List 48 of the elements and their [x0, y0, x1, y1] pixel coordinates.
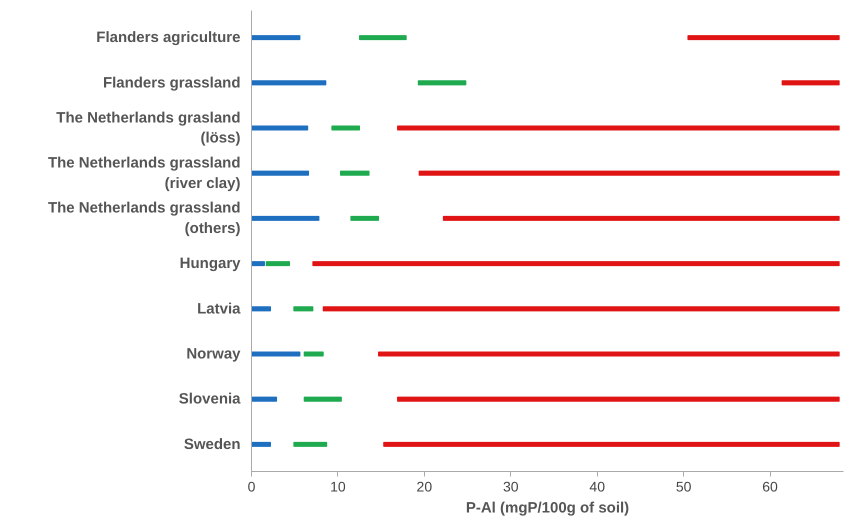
bar — [418, 80, 466, 86]
bar — [687, 35, 840, 40]
y-tick-label: Latvia — [197, 300, 242, 318]
x-tick-label: 10 — [330, 478, 346, 494]
bar — [418, 170, 840, 176]
x-tick-label: 0 — [248, 478, 256, 494]
bar — [383, 442, 840, 447]
y-tick-label: Norway — [186, 345, 242, 362]
y-tick-label: Flanders grassland — [102, 74, 241, 92]
bar — [378, 351, 840, 357]
bar — [293, 306, 314, 312]
bar — [252, 351, 300, 357]
y-tick-label: Flanders agriculture — [96, 29, 241, 46]
bar — [304, 351, 324, 357]
x-tick-label: 40 — [589, 478, 606, 494]
bar — [782, 80, 840, 86]
bar — [252, 261, 265, 266]
bar — [350, 216, 380, 221]
bar — [397, 396, 840, 402]
bar — [331, 125, 360, 131]
bar — [252, 125, 308, 131]
bar — [322, 306, 840, 312]
y-tick-label: Slovenia — [178, 390, 242, 408]
bar — [312, 261, 840, 266]
bar — [252, 442, 272, 447]
bar — [266, 261, 290, 266]
bar — [252, 35, 300, 40]
x-axis-title: P-Al (mgP/100g of soil) — [466, 500, 630, 516]
bar — [252, 216, 320, 221]
x-tick-label: 30 — [502, 478, 519, 494]
bar — [252, 396, 278, 402]
bar — [304, 396, 342, 402]
y-tick-label: The Netherlands grassland (river clay) — [48, 154, 241, 192]
y-tick-label: The Netherlands grassland (others) — [48, 200, 241, 238]
y-tick-label: Hungary — [180, 255, 242, 272]
bar — [340, 170, 370, 176]
x-tick-label: 50 — [676, 478, 692, 494]
y-tick-label: The Netherlands grasland (löss) — [56, 109, 241, 147]
bar — [442, 216, 840, 221]
x-tick-label: 60 — [762, 478, 778, 494]
x-tick-label: 20 — [416, 478, 432, 494]
bar — [293, 442, 328, 447]
y-tick-label: Sweden — [184, 436, 241, 453]
bar — [397, 125, 840, 131]
bar — [252, 170, 310, 176]
bar — [359, 35, 407, 40]
bar — [252, 80, 326, 86]
bar — [252, 306, 272, 312]
